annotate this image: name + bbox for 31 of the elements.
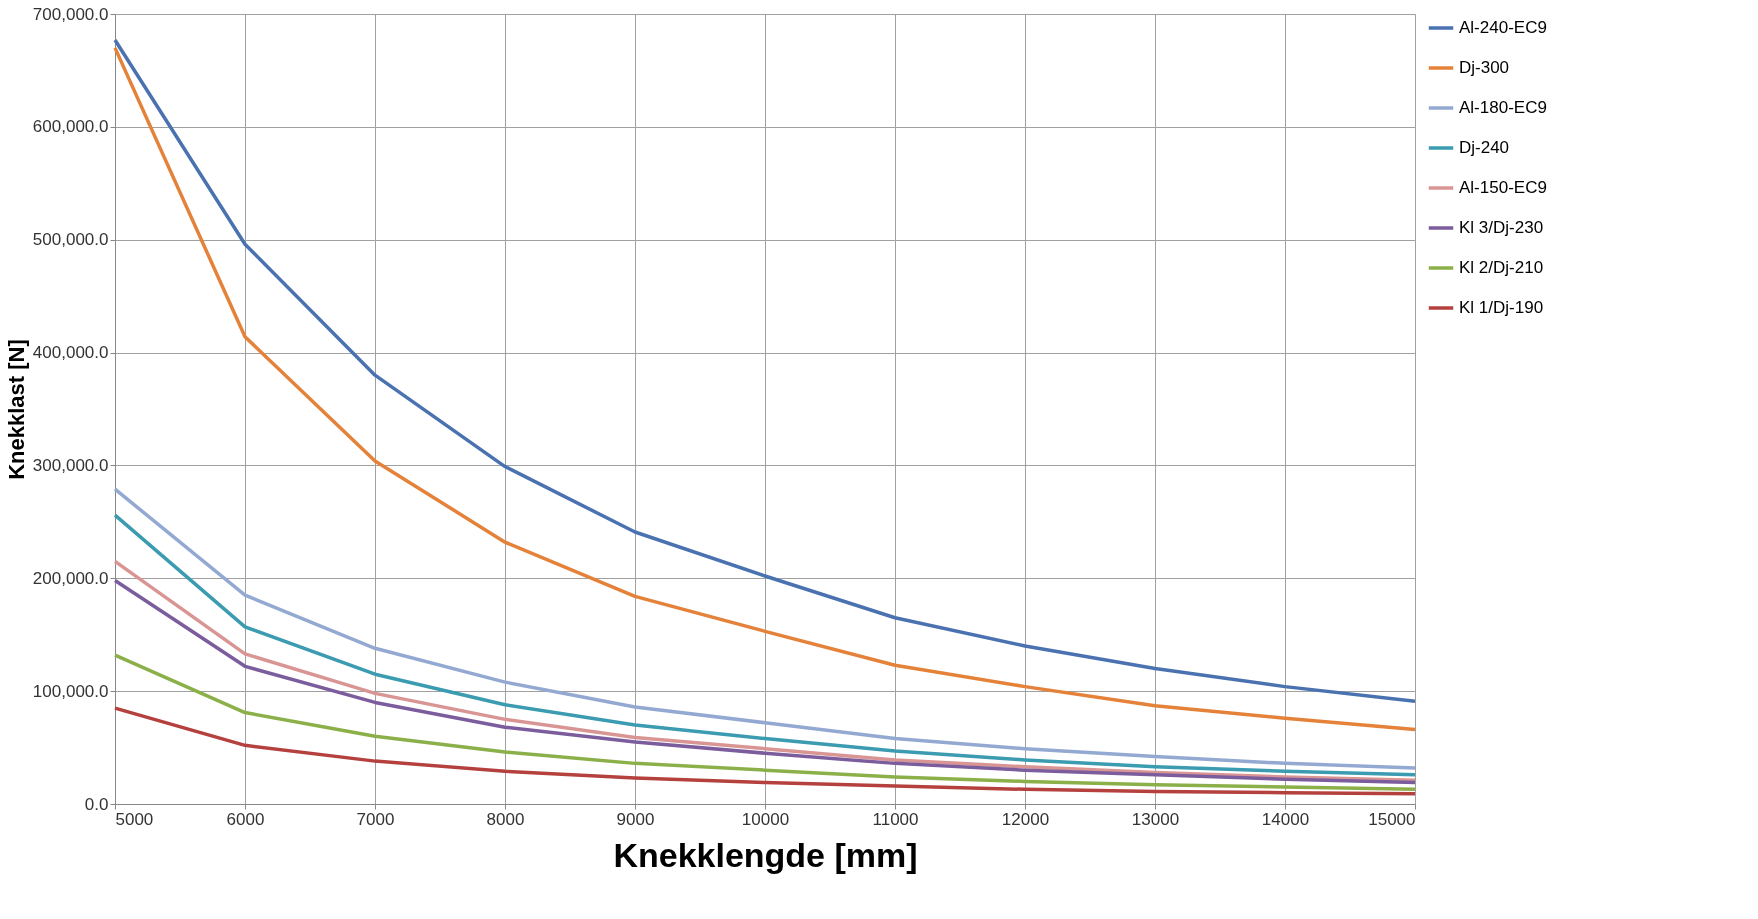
line-series — [113, 706, 1417, 796]
legend-label: Kl 3/Dj-230 — [1459, 218, 1544, 237]
y-tick-label: 0.0 — [84, 794, 109, 814]
y-axis-title: Knekklast [N] — [3, 339, 29, 480]
line-series — [113, 653, 1417, 792]
y-tick-label: 200,000.0 — [32, 568, 109, 588]
y-tick-label: 700,000.0 — [32, 4, 109, 24]
legend-label: Kl 2/Dj-210 — [1459, 258, 1544, 277]
x-tick-label: 8000 — [486, 809, 525, 829]
y-tick-label: 100,000.0 — [32, 681, 109, 701]
y-tick-label: 300,000.0 — [32, 455, 109, 475]
x-tick-label: 15000 — [1368, 809, 1416, 829]
x-tick-label: 12000 — [1001, 809, 1050, 829]
y-tick-label: 500,000.0 — [32, 230, 109, 250]
x-tick-label: 9000 — [616, 809, 655, 829]
legend-label: Al-150-EC9 — [1459, 178, 1547, 197]
x-tick-label: 7000 — [356, 809, 395, 829]
legend-label: Al-240-EC9 — [1459, 18, 1547, 37]
x-tick-label: 14000 — [1261, 809, 1310, 829]
x-tick-label: 13000 — [1131, 809, 1180, 829]
x-tick-label: 10000 — [741, 809, 790, 829]
legend-label: Dj-240 — [1459, 138, 1510, 157]
legend-label: Al-180-EC9 — [1459, 98, 1547, 117]
y-tick-label: 400,000.0 — [32, 343, 109, 363]
x-tick-label: 11000 — [872, 809, 919, 829]
legend-label: Kl 1/Dj-190 — [1459, 298, 1544, 317]
y-tick-label: 600,000.0 — [32, 117, 109, 137]
x-tick-label: 5000 — [115, 809, 154, 829]
legend-label: Dj-300 — [1459, 58, 1510, 77]
x-axis-title: Knekklengde [mm] — [613, 835, 918, 874]
x-tick-label: 6000 — [226, 809, 265, 829]
